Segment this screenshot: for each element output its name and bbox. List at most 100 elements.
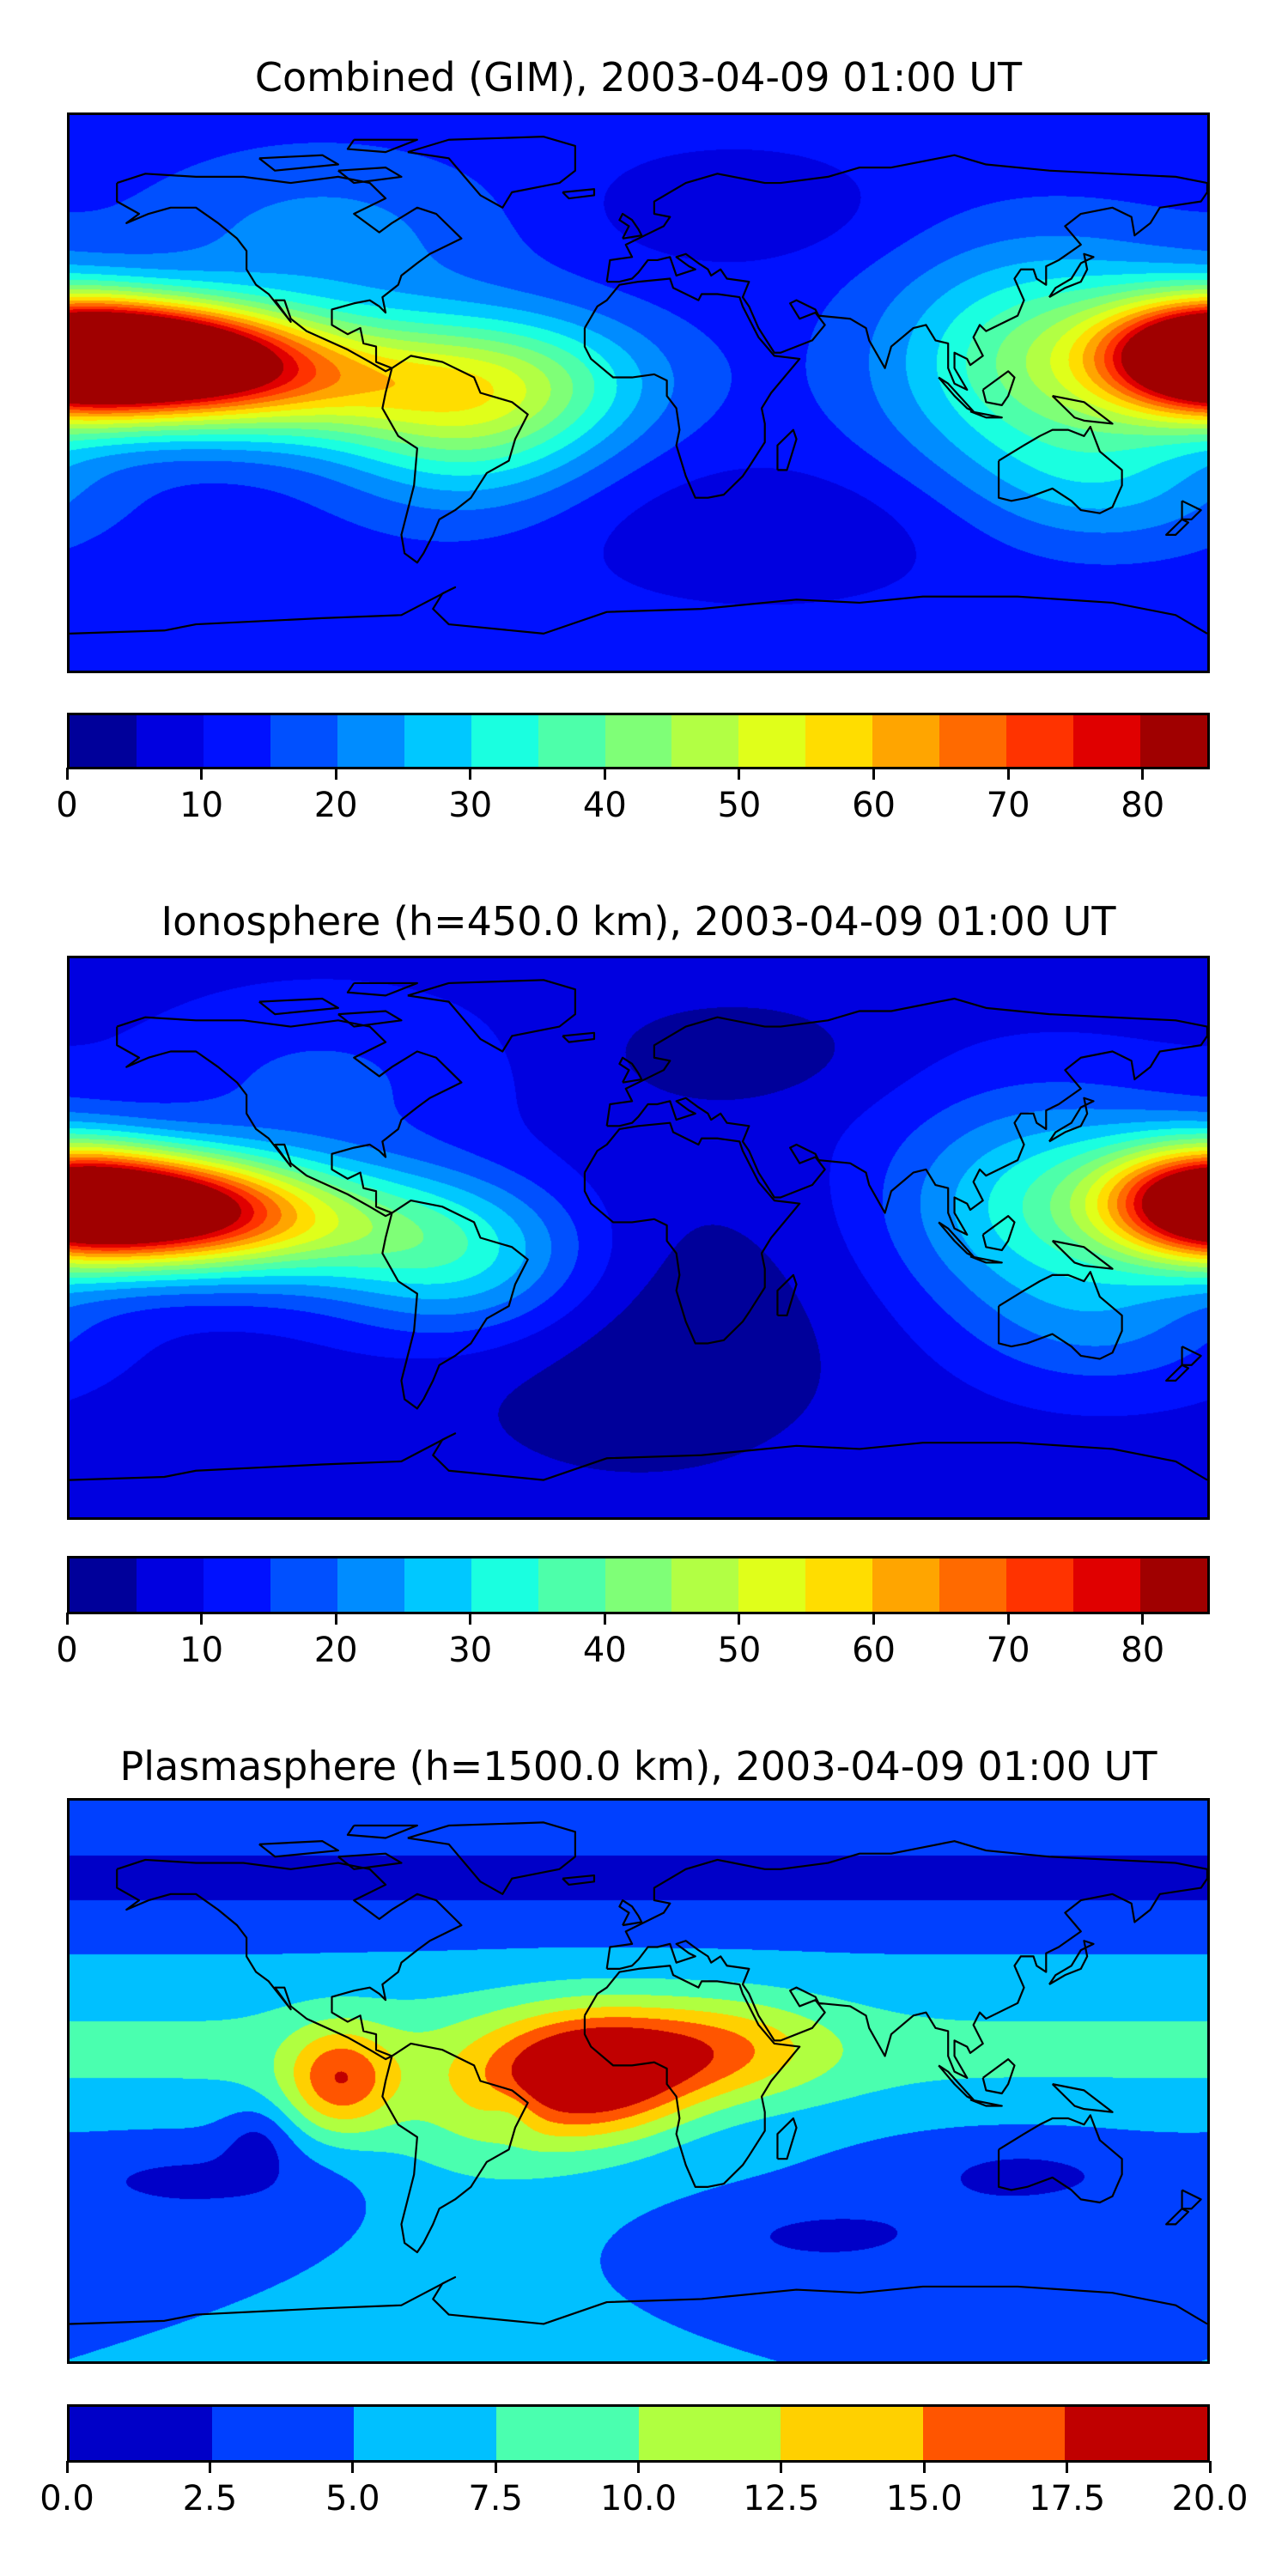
coastline xyxy=(1182,1346,1201,1365)
colorbar-tick-label: 80 xyxy=(1121,786,1165,825)
colorbar-bin xyxy=(1065,2407,1207,2460)
colorbar-tick-label: 70 xyxy=(986,786,1030,825)
colorbar-bin xyxy=(1073,1558,1140,1612)
coastline xyxy=(382,2044,527,2252)
contour-map-plasmasphere xyxy=(67,1798,1210,2364)
coastline xyxy=(1053,1241,1113,1269)
coastline xyxy=(338,1011,402,1026)
colorbar-bin xyxy=(270,715,337,767)
colorbar-tick xyxy=(738,1613,741,1625)
colorbar-tick xyxy=(1208,2461,1212,2473)
coastline xyxy=(1049,1098,1094,1142)
colorbar-bin xyxy=(136,715,204,767)
coastline xyxy=(970,1256,1002,1262)
colorbar-tick-label: 15.0 xyxy=(885,2479,963,2518)
colorbar-tick xyxy=(1141,1613,1145,1625)
coastline xyxy=(338,167,402,183)
colorbar-bin xyxy=(70,1558,137,1612)
colorbar-bin xyxy=(671,1558,739,1612)
contour-field xyxy=(70,1801,1207,2361)
coastline xyxy=(338,1854,402,1869)
panel-title: Plasmasphere (h=1500.0 km), 2003-04-09 0… xyxy=(119,1743,1157,1789)
coastline xyxy=(777,2118,796,2159)
colorbar-bin xyxy=(538,1558,605,1612)
coastline xyxy=(999,427,1122,513)
coastline xyxy=(1049,254,1094,297)
coastline xyxy=(259,155,338,171)
coastline xyxy=(983,371,1015,405)
coastline xyxy=(585,1965,799,2187)
colorbar-tick xyxy=(872,768,876,780)
colorbar-bin xyxy=(738,1558,806,1612)
colorbar-tick xyxy=(1006,768,1010,780)
colorbar-bin xyxy=(805,715,873,767)
colorbar-tick-label: 20 xyxy=(313,1631,358,1670)
coastline xyxy=(562,189,594,198)
colorbar-bin xyxy=(337,715,404,767)
colorbar-tick xyxy=(65,2461,69,2473)
colorbar-tick xyxy=(494,2461,497,2473)
colorbar-tick-label: 20 xyxy=(313,786,358,825)
colorbar-bin xyxy=(70,2407,212,2460)
colorbar-bin xyxy=(1140,715,1207,767)
coastline xyxy=(348,983,417,995)
colorbar-bin xyxy=(404,1558,471,1612)
coastline xyxy=(70,2277,1207,2324)
colorbar-bin xyxy=(605,1558,672,1612)
colorbar-bin xyxy=(471,1558,538,1612)
colorbar-tick-label: 12.5 xyxy=(743,2479,820,2518)
colorbar-tick-label: 50 xyxy=(717,786,762,825)
colorbar-tick xyxy=(351,2461,355,2473)
colorbar-bin xyxy=(922,2407,1066,2460)
colorbar-bin xyxy=(1140,1558,1207,1612)
contour-field xyxy=(70,115,1207,671)
colorbar-tick-label: 7.5 xyxy=(468,2479,523,2518)
colorbar-tick-label: 40 xyxy=(582,786,627,825)
colorbar-tick xyxy=(334,1613,337,1625)
coastline xyxy=(1049,1941,1094,1984)
coastline xyxy=(408,1822,575,1893)
colorbar-bin xyxy=(738,715,806,767)
colorbar-bin xyxy=(337,1558,404,1612)
colorbar-tick-label: 5.0 xyxy=(325,2479,380,2518)
colorbar-bin xyxy=(1006,1558,1074,1612)
colorbar-tick xyxy=(637,2461,640,2473)
coastline xyxy=(382,1200,527,1408)
colorbar-tick xyxy=(208,2461,211,2473)
coastline xyxy=(619,1058,641,1083)
colorbar-tick-label: 17.5 xyxy=(1029,2479,1106,2518)
coastline xyxy=(117,173,461,371)
coastline xyxy=(117,1860,461,2059)
colorbar-tick xyxy=(469,768,472,780)
coastline xyxy=(70,1433,1207,1479)
coastlines xyxy=(70,958,1207,1517)
colorbar xyxy=(67,713,1210,769)
coastline xyxy=(382,355,527,562)
colorbar-tick-label: 70 xyxy=(986,1631,1030,1670)
coastline xyxy=(1053,2084,1113,2112)
coastline xyxy=(562,1875,594,1885)
contour-map-ionosphere xyxy=(67,956,1210,1520)
coastline xyxy=(607,1841,1207,2078)
coastline xyxy=(970,411,1002,417)
colorbar-bin xyxy=(203,1558,270,1612)
colorbar-tick-label: 10 xyxy=(179,1631,224,1670)
contour-map-combined xyxy=(67,112,1210,673)
colorbar-tick-label: 30 xyxy=(448,786,493,825)
coastline xyxy=(348,1826,417,1838)
colorbar-bin xyxy=(211,2407,355,2460)
coastline xyxy=(999,1272,1122,1358)
colorbar-tick xyxy=(603,1613,606,1625)
coastline xyxy=(619,214,641,239)
coastline xyxy=(999,2115,1122,2202)
coastline xyxy=(1166,519,1188,535)
colorbar-tick-label: 0.0 xyxy=(39,2479,94,2518)
coastlines xyxy=(70,1801,1207,2361)
coastline xyxy=(939,378,973,412)
coastline xyxy=(259,999,338,1014)
coastline xyxy=(939,1222,973,1256)
colorbar-tick-label: 40 xyxy=(582,1631,627,1670)
colorbar-bin xyxy=(1073,715,1140,767)
coastline xyxy=(983,1216,1015,1250)
colorbar-bin xyxy=(270,1558,337,1612)
